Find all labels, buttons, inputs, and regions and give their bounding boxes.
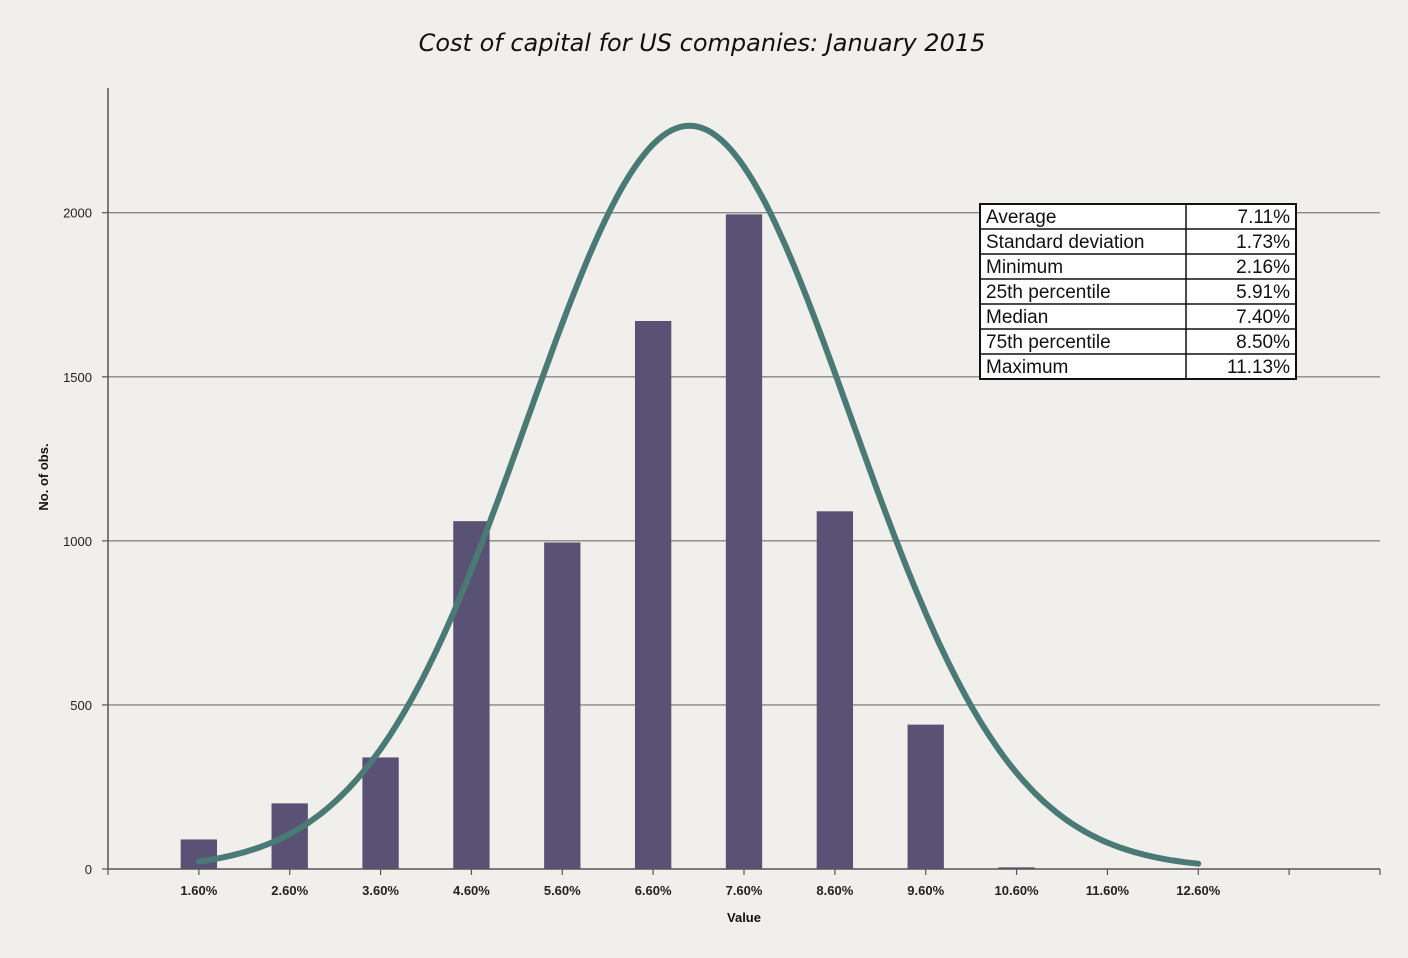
x-tick-label: 11.60% xyxy=(1086,883,1130,898)
x-tick-label: 7.60% xyxy=(726,883,763,898)
stat-value: 8.50% xyxy=(1236,332,1290,353)
y-tick-label: 1000 xyxy=(63,534,92,549)
bar xyxy=(362,757,399,869)
bar xyxy=(907,724,944,869)
y-tick-label: 500 xyxy=(70,698,92,713)
bars xyxy=(180,214,1035,869)
stat-label: Standard deviation xyxy=(986,232,1144,253)
stat-label: Average xyxy=(986,207,1056,228)
stat-value: 11.13% xyxy=(1227,357,1290,378)
x-tick-label: 3.60% xyxy=(362,883,399,898)
stat-value: 5.91% xyxy=(1236,282,1290,303)
x-tick-label: 2.60% xyxy=(271,883,308,898)
bar xyxy=(725,214,763,869)
x-tick-labels: 1.60% 2.60% 3.60% 4.60% 5.60% 6.60% 7.60% 8.60%… xyxy=(180,883,1220,898)
chart-title: Cost of capital for US companies: Januar… xyxy=(419,29,986,57)
x-tick-label: 9.60% xyxy=(907,883,944,898)
x-tick-label: 5.60% xyxy=(544,883,581,898)
stat-label: Maximum xyxy=(986,357,1068,378)
y-axis-label: No. of obs. xyxy=(36,443,51,510)
stat-label: 75th percentile xyxy=(986,332,1111,353)
y-tick-label: 0 xyxy=(85,862,92,877)
x-tick-label: 6.60% xyxy=(635,883,672,898)
y-tick-label: 1500 xyxy=(63,370,92,385)
y-tick-label: 2000 xyxy=(63,206,92,221)
stat-value: 7.11% xyxy=(1238,207,1291,228)
x-tick-label: 10.60% xyxy=(995,883,1040,898)
x-tick-label: 4.60% xyxy=(453,883,490,898)
x-tick-label: 1.60% xyxy=(180,883,217,898)
stat-value: 2.16% xyxy=(1236,257,1290,278)
x-tick-label: 8.60% xyxy=(816,883,853,898)
stat-label: Minimum xyxy=(986,257,1063,278)
bar xyxy=(544,542,581,869)
x-tick-label: 12.60% xyxy=(1176,883,1221,898)
x-axis-label: Value xyxy=(727,910,761,925)
stat-value: 1.73% xyxy=(1236,232,1290,253)
bar xyxy=(998,867,1035,869)
stat-label: 25th percentile xyxy=(986,282,1111,303)
stats-table-frame xyxy=(979,203,1297,380)
normal-curve xyxy=(195,122,1202,867)
bar xyxy=(634,320,672,869)
bar xyxy=(453,521,490,869)
stat-label: Median xyxy=(986,307,1048,328)
axes xyxy=(102,88,1381,875)
bar xyxy=(180,839,218,869)
stat-value: 7.40% xyxy=(1236,307,1290,328)
stats-table: Average 7.11% Standard deviation 1.73% Minim… xyxy=(979,203,1297,380)
bar xyxy=(816,511,854,869)
y-tick-labels: 0 500 1000 1500 2000 xyxy=(63,206,92,877)
